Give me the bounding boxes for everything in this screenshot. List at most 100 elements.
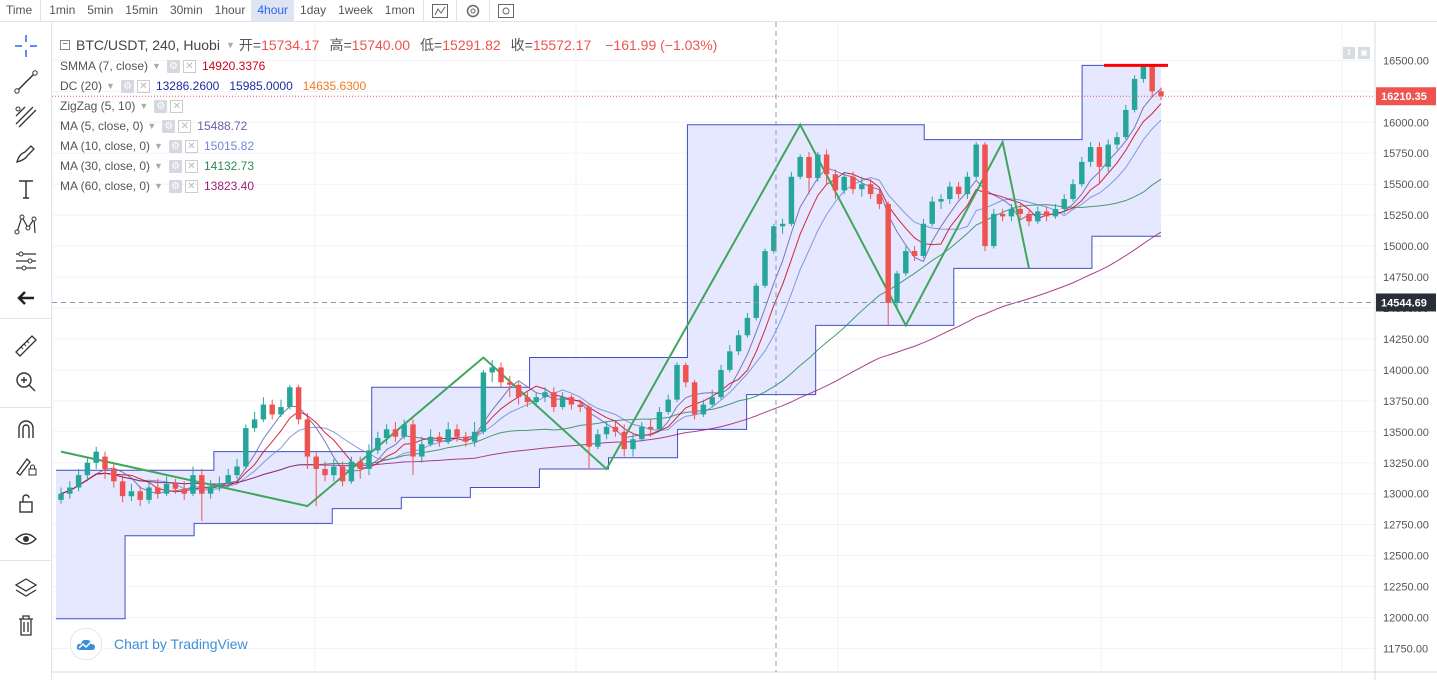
back-arrow-icon[interactable] [11, 283, 41, 313]
candle-body[interactable] [1114, 137, 1120, 145]
candle-body[interactable] [700, 404, 707, 415]
candle-body[interactable] [771, 226, 777, 252]
gear-icon[interactable]: ⚙ [168, 159, 182, 173]
candle-body[interactable] [955, 186, 962, 195]
candle-body[interactable] [155, 487, 161, 494]
candle-body[interactable] [630, 439, 636, 450]
candle-body[interactable] [841, 176, 847, 191]
candle-body[interactable] [128, 491, 135, 497]
candle-body[interactable] [331, 466, 337, 476]
candle-body[interactable] [489, 367, 495, 373]
candle-body[interactable] [762, 251, 768, 286]
lock-icon[interactable] [11, 488, 41, 518]
candle-body[interactable] [401, 424, 407, 437]
candle-body[interactable] [850, 176, 856, 190]
candle-body[interactable] [111, 468, 117, 482]
candle-body[interactable] [709, 397, 715, 405]
chevron-down-icon[interactable]: ▼ [106, 81, 115, 91]
timeframe-1day[interactable]: 1day [300, 3, 327, 17]
candle-body[interactable] [1008, 208, 1015, 217]
candle-body[interactable] [991, 213, 997, 247]
candle-body[interactable] [973, 144, 979, 177]
chevron-down-icon[interactable]: ▼ [139, 101, 149, 111]
candle-body[interactable] [621, 431, 627, 450]
candle-body[interactable] [287, 387, 293, 408]
candle-body[interactable] [322, 468, 328, 476]
candle-body[interactable] [260, 404, 267, 420]
candle-body[interactable] [595, 434, 601, 447]
candle-body[interactable] [586, 407, 592, 447]
measure-icon[interactable] [11, 246, 41, 276]
trash-icon[interactable] [11, 610, 41, 640]
gear-icon[interactable]: ⚙ [166, 59, 180, 73]
candle-body[interactable] [93, 451, 99, 463]
scale-settings-icon[interactable]: ▣ [1358, 47, 1370, 59]
candle-body[interactable] [656, 412, 663, 430]
chevron-down-icon[interactable]: ▼ [154, 181, 163, 191]
candle-body[interactable] [788, 176, 795, 224]
candle-body[interactable] [515, 384, 522, 398]
timeframe-15min[interactable]: 15min [125, 3, 158, 17]
candle-body[interactable] [1017, 208, 1023, 214]
candle-body[interactable] [806, 156, 812, 178]
indicator-icon[interactable] [426, 0, 454, 21]
candle-body[interactable] [471, 431, 478, 442]
candle-body[interactable] [199, 475, 205, 494]
candle-body[interactable] [1149, 66, 1155, 92]
candle-body[interactable] [832, 174, 839, 191]
candle-body[interactable] [463, 436, 469, 442]
candle-body[interactable] [735, 335, 742, 352]
timeframe-1hour[interactable]: 1hour [214, 3, 246, 17]
candle-body[interactable] [1105, 144, 1111, 167]
candle-body[interactable] [665, 399, 671, 412]
candle-body[interactable] [454, 429, 460, 437]
magnet-icon[interactable] [11, 415, 41, 445]
candle-body[interactable] [894, 273, 900, 304]
candle-body[interactable] [102, 456, 108, 469]
candle-body[interactable] [612, 426, 619, 432]
candle-body[interactable] [727, 351, 733, 370]
candle-body[interactable] [1070, 184, 1076, 200]
candle-body[interactable] [876, 194, 883, 204]
candle-body[interactable] [383, 429, 390, 438]
candle-body[interactable] [1158, 91, 1164, 97]
candle-body[interactable] [234, 466, 240, 476]
candle-body[interactable] [410, 424, 416, 457]
candle-body[interactable] [691, 382, 698, 415]
candle-body[interactable] [348, 461, 355, 482]
candle-body[interactable] [181, 488, 187, 494]
timeframe-5min[interactable]: 5min [87, 3, 114, 17]
candle-body[interactable] [1026, 213, 1032, 222]
candle-body[interactable] [524, 397, 531, 403]
candle-body[interactable] [683, 364, 689, 383]
timeframe-time[interactable]: Time [6, 3, 33, 17]
candle-body[interactable] [163, 483, 170, 494]
price-chart[interactable]: 11750.00 12000.00 12250.00 12500.00 12750.00… [52, 22, 1437, 680]
fib-icon[interactable] [11, 102, 41, 132]
candle-body[interactable] [533, 397, 539, 403]
collapse-icon[interactable]: − [60, 40, 70, 50]
chevron-down-icon[interactable]: ▼ [225, 40, 235, 50]
candle-body[interactable] [1096, 147, 1103, 167]
candle-body[interactable] [119, 481, 126, 497]
candle-body[interactable] [999, 213, 1006, 217]
candle-body[interactable] [551, 392, 557, 408]
layers-icon[interactable] [11, 573, 41, 603]
candle-body[interactable] [674, 364, 680, 400]
candle-body[interactable] [542, 392, 548, 398]
candle-body[interactable] [577, 404, 583, 408]
candle-body[interactable] [278, 407, 284, 415]
close-icon[interactable]: ✕ [136, 79, 150, 93]
chevron-down-icon[interactable]: ▼ [147, 121, 157, 131]
close-icon[interactable]: ✕ [184, 179, 198, 193]
candle-body[interactable] [779, 223, 786, 227]
lock-draw-icon[interactable] [11, 451, 41, 481]
close-icon[interactable]: ✕ [184, 139, 198, 153]
candle-body[interactable] [1123, 109, 1129, 138]
candle-body[interactable] [137, 491, 143, 500]
candle-body[interactable] [938, 199, 944, 202]
scale-auto-icon[interactable]: ⇕ [1343, 47, 1355, 59]
candle-body[interactable] [375, 438, 381, 451]
candle-body[interactable] [815, 154, 821, 178]
close-icon[interactable]: ✕ [184, 159, 198, 173]
